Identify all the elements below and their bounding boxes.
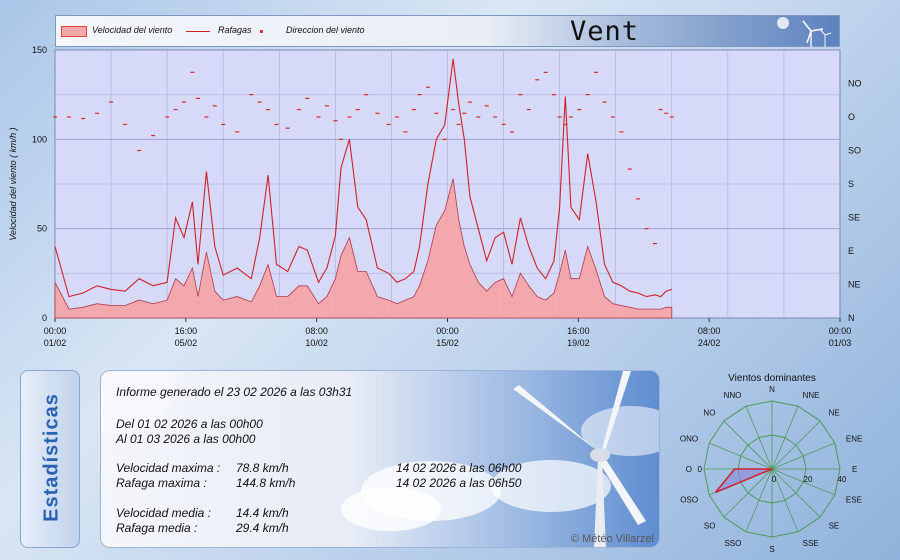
x-tick-time: 00:00 xyxy=(829,326,852,336)
turbine-icon xyxy=(777,17,832,47)
y-tick-label: 50 xyxy=(37,224,47,234)
max-gust-time: 14 02 2026 a las 06h50 xyxy=(396,476,522,490)
rose-direction-label: NNE xyxy=(803,391,820,400)
speed-area xyxy=(54,178,673,319)
rose-direction-label: E xyxy=(852,465,857,474)
rose-spoke xyxy=(745,468,773,532)
x-tick-date: 10/02 xyxy=(305,338,328,348)
legend-direction-label: Direccion del viento xyxy=(286,25,365,35)
avg-gust-label: Rafaga media : xyxy=(116,521,198,535)
avg-speed-label: Velocidad media : xyxy=(116,506,211,520)
rose-spoke xyxy=(771,468,821,518)
legend-speed-label: Velocidad del viento xyxy=(92,25,173,35)
wind-rose-title: Vientos dominantes xyxy=(728,373,816,384)
gust-line xyxy=(54,58,672,298)
x-tick-time: 08:00 xyxy=(305,326,328,336)
rose-data-polygon xyxy=(714,468,773,494)
max-speed-label: Velocidad maxima : xyxy=(116,461,221,475)
wind-turbine-photo xyxy=(101,371,659,547)
x-tick-date: 15/02 xyxy=(436,338,459,348)
max-speed-value: 78.8 km/h xyxy=(236,461,289,475)
rose-spoke xyxy=(709,442,773,470)
rose-direction-label: SE xyxy=(829,522,840,531)
period-from: Del 01 02 2026 a las 00h00 xyxy=(116,417,263,431)
rose-direction-label: ESE xyxy=(846,496,862,505)
legend-gust-label: Rafagas xyxy=(218,25,252,35)
direction-axis-label: NE xyxy=(848,280,861,290)
direction-axis-label: O xyxy=(848,112,855,122)
y-tick-label: 100 xyxy=(32,134,47,144)
y-tick-label: 150 xyxy=(32,45,47,55)
stats-tab: Estadísticas xyxy=(20,370,80,548)
x-tick-time: 08:00 xyxy=(698,326,721,336)
rose-spoke xyxy=(745,406,773,470)
y-tick-label: 0 xyxy=(42,313,47,323)
wind-chart: 0 50 100 150 Velocidad del viento ( km/h ) N N… xyxy=(8,45,862,348)
rose-direction-label: SSO xyxy=(724,539,741,548)
rose-radial-tick: 0 xyxy=(772,475,777,484)
rose-direction-label: NE xyxy=(829,408,840,417)
rose-radial-tick: 0 xyxy=(698,465,703,474)
rose-spoke xyxy=(723,420,773,470)
stats-tab-label: Estadísticas xyxy=(40,393,63,522)
period-to: Al 01 03 2026 a las 00h00 xyxy=(116,432,256,446)
rose-spoke xyxy=(771,406,799,470)
rose-spoke xyxy=(771,468,835,496)
legend-direction-swatch xyxy=(260,30,263,33)
avg-speed-value: 14.4 km/h xyxy=(236,506,289,520)
rose-direction-label: ONO xyxy=(680,434,698,443)
x-tick-time: 16:00 xyxy=(175,326,198,336)
legend-gust-swatch xyxy=(186,31,210,32)
rose-direction-label: OSO xyxy=(680,496,698,505)
rose-radial-tick: 40 xyxy=(838,475,847,484)
rose-direction-label: SSE xyxy=(803,539,819,548)
x-tick-date: 24/02 xyxy=(698,338,721,348)
rose-direction-label: NNO xyxy=(724,391,742,400)
copyright: © Météo Villarzel xyxy=(570,533,654,545)
x-tick-time: 16:00 xyxy=(567,326,590,336)
x-tick-time: 00:00 xyxy=(436,326,459,336)
report-generated: Informe generado el 23 02 2026 a las 03h… xyxy=(116,385,353,399)
rose-radial-tick: 20 xyxy=(804,475,813,484)
rose-direction-label: NO xyxy=(703,408,715,417)
rose-direction-label: N xyxy=(769,385,775,394)
rose-spoke xyxy=(771,420,821,470)
avg-gust-value: 29.4 km/h xyxy=(236,521,289,535)
max-speed-time: 14 02 2026 a las 06h00 xyxy=(396,461,522,475)
rose-spoke xyxy=(771,468,799,532)
x-tick-date: 01/02 xyxy=(44,338,67,348)
rose-direction-label: O xyxy=(686,465,692,474)
max-gust-label: Rafaga maxima : xyxy=(116,476,207,490)
direction-axis-label: E xyxy=(848,246,854,256)
stats-panel: Informe generado el 23 02 2026 a las 03h… xyxy=(100,370,660,548)
y-axis-title: Velocidad del viento ( km/h ) xyxy=(8,127,18,240)
legend-speed-swatch xyxy=(61,26,87,37)
page-title: Vent xyxy=(569,16,639,47)
direction-axis-label: SE xyxy=(848,213,860,223)
direction-axis-label: NO xyxy=(848,79,862,89)
direction-axis-label: N xyxy=(848,313,855,323)
x-tick-date: 05/02 xyxy=(175,338,198,348)
rose-spoke xyxy=(771,442,835,470)
rose-direction-label: ENE xyxy=(846,434,862,443)
legend-header: Velocidad del viento Rafagas Direccion d… xyxy=(55,15,840,47)
direction-axis-label: S xyxy=(848,179,854,189)
rose-direction-label: SO xyxy=(704,522,716,531)
max-gust-value: 144.8 km/h xyxy=(236,476,296,490)
direction-axis-label: SO xyxy=(848,146,861,156)
x-tick-time: 00:00 xyxy=(44,326,67,336)
rose-spoke xyxy=(723,468,773,518)
rose-direction-label: S xyxy=(769,545,774,553)
x-tick-date: 19/02 xyxy=(567,338,590,348)
x-tick-date: 01/03 xyxy=(829,338,852,348)
